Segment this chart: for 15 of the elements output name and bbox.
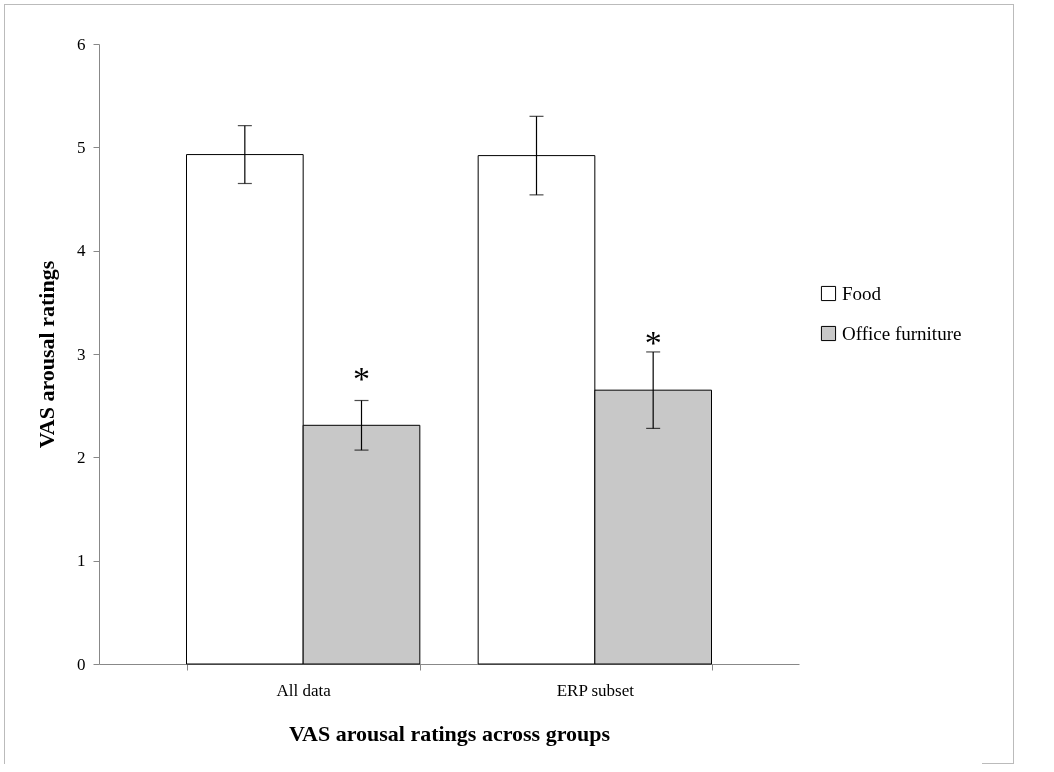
y-tick-label: 1 — [77, 551, 86, 571]
x-tick-label: All data — [276, 680, 332, 700]
legend-label: Office furniture — [842, 322, 962, 344]
x-tick-label: ERP subset — [556, 680, 635, 700]
y-tick-label: 2 — [77, 447, 86, 467]
annotation: * — [644, 323, 662, 361]
y-tick-label: 0 — [77, 654, 86, 674]
y-axis-title: VAS arousal ratings — [34, 260, 59, 449]
x-axis-title: VAS arousal ratings across groups — [288, 720, 611, 746]
annotation: * — [353, 359, 370, 397]
y-tick-label: 6 — [77, 34, 86, 54]
y-tick-label: 3 — [77, 344, 86, 364]
y-tick-label: 4 — [77, 241, 86, 261]
y-tick-label: 5 — [77, 137, 86, 157]
legend-label: Food — [842, 282, 882, 304]
